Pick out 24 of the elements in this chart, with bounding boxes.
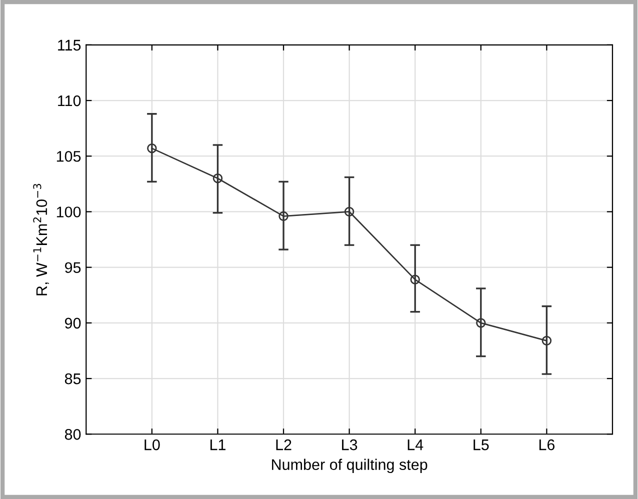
x-axis-title: Number of quilting step [272,458,428,474]
point [344,206,354,217]
y-tick-label: 90 [64,318,81,329]
y-tick-label: 85 [64,373,81,384]
x-tick-label: L4 [408,440,424,450]
y-tick-label: 105 [56,150,81,162]
point [147,143,157,154]
y-tick-label: 80 [64,429,81,440]
y-axis-title: R, W$^{−1}$Km$^{2}$10$^{−3}$ [33,184,49,296]
y-tick-label: 110 [58,95,81,106]
point [278,211,288,222]
y-tick-label: 95 [64,262,81,274]
x-tick-label: L6 [539,439,555,450]
x-tick-label: L2 [276,439,292,450]
point [410,274,420,284]
y-tick-label: 115 [58,40,81,51]
x-tick-label: L3 [342,439,358,450]
point [212,173,223,184]
y-tick-label: 100 [56,206,81,218]
x-tick-label: L1 [210,440,226,450]
point [476,318,486,328]
x-tick-label: L5 [474,440,489,450]
point [542,336,552,346]
x-tick-label: L0 [144,439,160,450]
